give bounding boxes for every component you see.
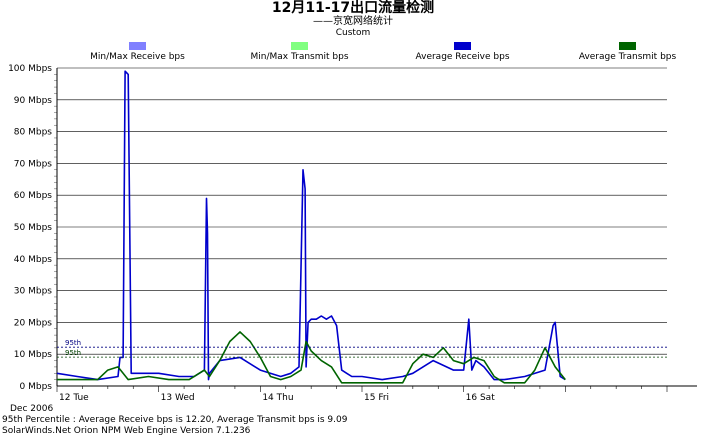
legend-item-avg-receive: Average Receive bps: [405, 42, 520, 62]
legend-swatch-minmax-transmit: [291, 42, 308, 50]
legend-swatch-avg-receive: [454, 42, 471, 50]
y-tick-label: 40 Mbps: [14, 255, 53, 265]
legend-label-avg-transmit: Average Transmit bps: [578, 52, 677, 62]
series-line-avg-receive: [56, 70, 566, 381]
x-tick-label: 15 Fri: [364, 393, 389, 403]
legend-item-avg-transmit: Average Transmit bps: [565, 42, 690, 62]
y-tick-label: 70 Mbps: [14, 159, 53, 169]
legend-swatch-minmax-receive: [129, 42, 146, 50]
percentile-label: 95th: [65, 349, 81, 357]
x-tick-label: 12 Tue: [59, 393, 89, 403]
y-tick-label: 60 Mbps: [14, 191, 53, 201]
x-tick-label: 14 Thu: [262, 393, 293, 403]
chart-subtitle-custom: Custom: [335, 28, 371, 38]
chart-subtitle: ——京宽网络统计: [313, 16, 393, 27]
y-tick-label: 0 Mbps: [20, 382, 53, 392]
x-tick-label: 16 Sat: [466, 393, 496, 403]
series-line-avg-transmit: [57, 331, 566, 384]
legend-label-minmax-receive: Min/Max Receive bps: [90, 52, 185, 62]
footer-engine: SolarWinds.Net Orion NPM Web Engine Vers…: [2, 426, 251, 436]
y-tick-label: 10 Mbps: [14, 350, 53, 360]
y-tick-label: 20 Mbps: [14, 318, 53, 328]
footer-percentile: 95th Percentile : Average Receive bps is…: [2, 415, 348, 425]
y-tick-label: 90 Mbps: [14, 96, 53, 106]
y-tick-label: 80 Mbps: [14, 128, 53, 138]
x-tick-label: 13 Wed: [161, 393, 195, 403]
y-tick-label: 30 Mbps: [14, 287, 53, 297]
legend-item-minmax-receive: Min/Max Receive bps: [80, 42, 195, 62]
chart-title: 12月11-17出口流量检测: [271, 0, 435, 16]
y-tick-label: 50 Mbps: [14, 223, 53, 233]
legend-label-minmax-transmit: Min/Max Transmit bps: [250, 52, 349, 62]
percentile-label: 95th: [65, 339, 81, 347]
legend-swatch-avg-transmit: [619, 42, 636, 50]
legend-label-avg-receive: Average Receive bps: [415, 52, 510, 62]
footer-date: Dec 2006: [10, 404, 54, 414]
y-tick-label: 100 Mbps: [8, 64, 52, 74]
legend-item-minmax-transmit: Min/Max Transmit bps: [242, 42, 357, 62]
